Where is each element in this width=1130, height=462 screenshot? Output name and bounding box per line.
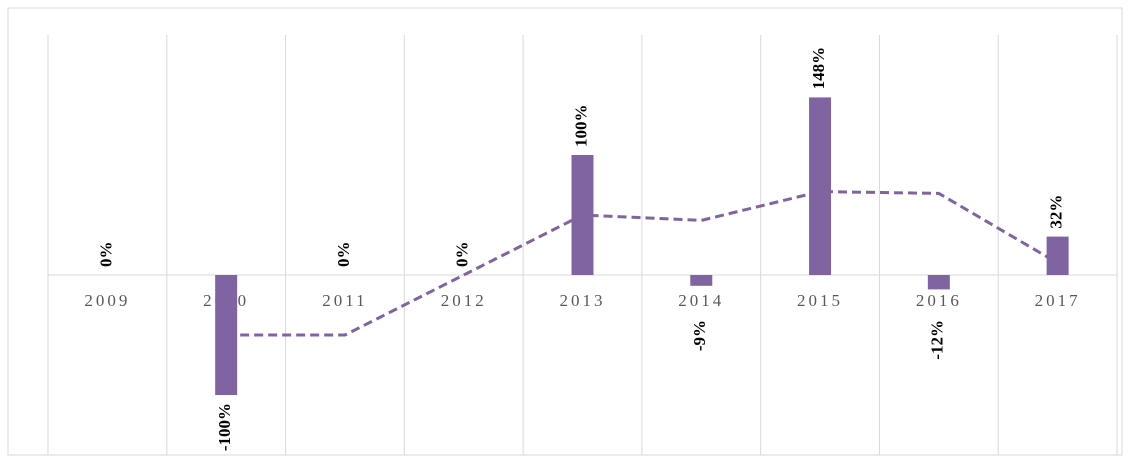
data-label: -9% (690, 320, 709, 351)
data-label: 0% (334, 242, 353, 268)
data-label: 32% (1047, 195, 1066, 229)
data-label: -12% (928, 320, 947, 360)
bar (690, 275, 713, 286)
trend-line (226, 190, 1059, 337)
bar (1046, 236, 1069, 275)
x-tick-label: 2014 (678, 291, 724, 310)
x-tick-label: 2013 (560, 291, 606, 310)
x-tick-label: 2015 (797, 291, 843, 310)
x-tick-label: 2011 (322, 291, 367, 310)
data-label: 148% (809, 47, 828, 90)
x-tick-label: 2017 (1035, 291, 1081, 310)
bar (809, 97, 832, 276)
data-label: 0% (453, 242, 472, 268)
data-label: 100% (571, 105, 590, 148)
x-tick-label: 2012 (441, 291, 487, 310)
data-label: 0% (96, 242, 115, 268)
x-tick-label: 2009 (84, 291, 130, 310)
chart-border (7, 7, 1123, 456)
data-label: -100% (215, 403, 234, 451)
x-tick-label: 2016 (916, 291, 962, 310)
bar (927, 275, 950, 290)
